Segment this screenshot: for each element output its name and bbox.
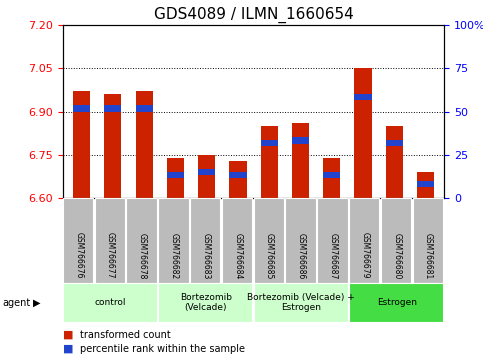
Text: ■: ■ — [63, 344, 73, 354]
Text: GSM766684: GSM766684 — [233, 233, 242, 279]
Bar — [167, 158, 184, 198]
Text: Estrogen: Estrogen — [377, 298, 417, 307]
Bar — [136, 91, 153, 198]
Text: GSM766687: GSM766687 — [328, 233, 338, 279]
Text: GSM766677: GSM766677 — [106, 233, 115, 279]
Text: GSM766686: GSM766686 — [297, 233, 306, 279]
Bar — [104, 94, 121, 198]
Text: ▶: ▶ — [33, 298, 41, 308]
Bar — [167, 172, 184, 178]
Bar — [292, 123, 309, 198]
Bar — [386, 126, 403, 198]
Bar — [417, 181, 434, 187]
Bar — [198, 169, 215, 175]
Title: GDS4089 / ILMN_1660654: GDS4089 / ILMN_1660654 — [154, 7, 354, 23]
Text: control: control — [95, 298, 126, 307]
Bar — [104, 105, 121, 112]
Bar — [261, 126, 278, 198]
Bar — [292, 137, 309, 144]
Text: Bortezomib
(Velcade): Bortezomib (Velcade) — [180, 293, 232, 312]
Text: GSM766680: GSM766680 — [392, 233, 401, 279]
Text: GSM766679: GSM766679 — [360, 233, 369, 279]
Bar — [73, 91, 90, 198]
Text: GSM766685: GSM766685 — [265, 233, 274, 279]
Bar — [323, 158, 341, 198]
Bar — [355, 94, 371, 100]
Text: GSM766681: GSM766681 — [424, 233, 433, 279]
Text: agent: agent — [2, 298, 30, 308]
Bar — [229, 161, 246, 198]
Bar — [261, 140, 278, 147]
Text: GSM766676: GSM766676 — [74, 233, 83, 279]
Text: GSM766678: GSM766678 — [138, 233, 147, 279]
Text: GSM766683: GSM766683 — [201, 233, 211, 279]
Text: GSM766682: GSM766682 — [170, 233, 179, 279]
Bar — [417, 172, 434, 198]
Bar — [73, 105, 90, 112]
Bar — [355, 68, 371, 198]
Bar — [323, 172, 341, 178]
Bar — [198, 155, 215, 198]
Text: Bortezomib (Velcade) +
Estrogen: Bortezomib (Velcade) + Estrogen — [247, 293, 355, 312]
Bar — [386, 140, 403, 147]
Bar — [136, 105, 153, 112]
Bar — [229, 172, 246, 178]
Text: percentile rank within the sample: percentile rank within the sample — [80, 344, 245, 354]
Text: transformed count: transformed count — [80, 330, 170, 339]
Text: ■: ■ — [63, 330, 73, 339]
